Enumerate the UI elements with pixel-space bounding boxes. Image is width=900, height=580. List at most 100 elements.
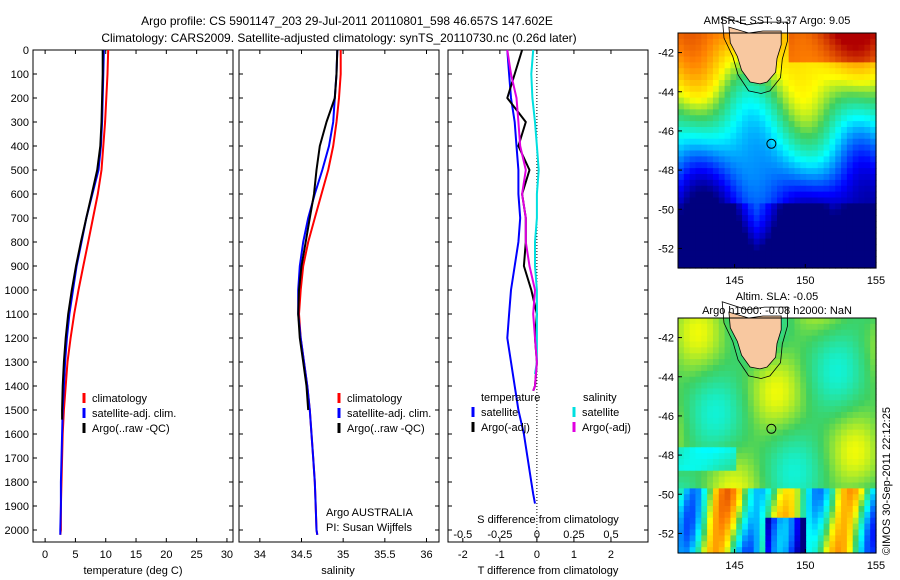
- map-cell: [678, 115, 685, 122]
- map-cell: [747, 109, 755, 116]
- map-cell: [870, 453, 877, 460]
- map-cell: [759, 256, 766, 263]
- map-cell: [829, 250, 836, 257]
- map-cell: [689, 150, 697, 157]
- map-cell: [800, 250, 807, 257]
- map-cell: [852, 529, 860, 536]
- map-cell: [858, 500, 865, 507]
- map-cell: [753, 370, 761, 378]
- map-cell: [858, 50, 865, 58]
- series-line: [506, 49, 538, 392]
- map-cell: [730, 394, 737, 401]
- map-cell: [747, 506, 755, 513]
- map-cell: [858, 417, 865, 425]
- map-cell: [823, 121, 831, 128]
- map-cell: [788, 85, 796, 93]
- map-cell: [701, 464, 708, 472]
- x-tick-label: 10: [100, 549, 112, 561]
- map-cell: [683, 353, 691, 360]
- map-cell: [707, 221, 714, 228]
- map-cell: [730, 517, 737, 525]
- map-cell: [718, 103, 726, 110]
- map-cell: [689, 121, 697, 128]
- map-cell: [870, 541, 877, 548]
- map-cell: [695, 156, 702, 163]
- map-cell: [811, 382, 819, 390]
- map-cell: [823, 44, 831, 52]
- map-cell: [858, 215, 865, 222]
- map-cell: [678, 238, 685, 246]
- map-cell: [753, 470, 761, 478]
- map-cell: [788, 517, 796, 525]
- map-cell: [817, 494, 825, 501]
- map-cell: [759, 97, 766, 105]
- map-cell: [695, 68, 702, 75]
- map-cell: [759, 470, 766, 478]
- map-cell: [811, 517, 819, 525]
- map-cell: [817, 523, 825, 531]
- map-cell: [724, 168, 732, 175]
- map-cell: [835, 459, 842, 466]
- map-cell: [870, 115, 877, 122]
- map-cell: [800, 168, 807, 175]
- map-cell: [718, 197, 726, 204]
- map-cell: [759, 400, 766, 407]
- map-cell: [771, 91, 778, 99]
- map-cell: [841, 523, 848, 531]
- map-cell: [782, 341, 790, 348]
- map-y-tick-label: -48: [658, 165, 674, 177]
- series-line: [59, 49, 105, 535]
- map-cell: [829, 523, 836, 531]
- map-cell: [678, 329, 685, 337]
- map-cell: [829, 144, 836, 152]
- map-cell: [718, 423, 726, 431]
- map-cell: [742, 370, 749, 378]
- map-cell: [730, 221, 737, 228]
- map-cell: [806, 226, 813, 234]
- map-cell: [753, 91, 761, 99]
- map-cell: [777, 517, 784, 525]
- map-cell: [707, 226, 714, 234]
- map-cell: [870, 168, 877, 175]
- map-cell: [870, 435, 877, 442]
- map-cell: [747, 156, 755, 163]
- map-cell: [695, 168, 702, 175]
- sla-map-panel: Altim. SLA: -0.05 Argo h1000: -0.08 h200…: [658, 291, 885, 572]
- map-cell: [846, 447, 854, 454]
- map-cell: [811, 56, 819, 63]
- map-cell: [759, 517, 766, 525]
- map-cell: [846, 388, 854, 395]
- x-top-tick-label: -0.25: [487, 529, 512, 541]
- map-cell: [742, 382, 749, 390]
- map-cell: [794, 535, 801, 542]
- map-cell: [800, 50, 807, 58]
- map-cell: [782, 347, 790, 354]
- map-cell: [782, 335, 790, 343]
- map-cell: [864, 476, 871, 484]
- map-cell: [817, 412, 825, 419]
- map-cell: [841, 482, 848, 489]
- map-cell: [695, 506, 702, 513]
- map-cell: [858, 335, 865, 343]
- map-cell: [759, 412, 766, 419]
- map-cell: [678, 459, 685, 466]
- map-cell: [782, 74, 790, 81]
- map-cell: [788, 547, 796, 554]
- map-cell: [736, 535, 743, 542]
- map-cell: [811, 150, 819, 157]
- map-cell: [841, 156, 848, 163]
- map-cell: [852, 238, 860, 246]
- map-cell: [782, 365, 790, 372]
- map-cell: [701, 459, 708, 466]
- map-cell: [689, 382, 697, 390]
- map-cell: [794, 103, 801, 110]
- map-cell: [852, 62, 860, 69]
- map-cell: [701, 80, 708, 87]
- map-cell: [742, 238, 749, 246]
- map-cell: [683, 323, 691, 331]
- map-cell: [718, 203, 726, 210]
- map-cell: [730, 506, 737, 513]
- map-cell: [823, 138, 831, 146]
- map-cell: [800, 33, 807, 40]
- map-cell: [858, 226, 865, 234]
